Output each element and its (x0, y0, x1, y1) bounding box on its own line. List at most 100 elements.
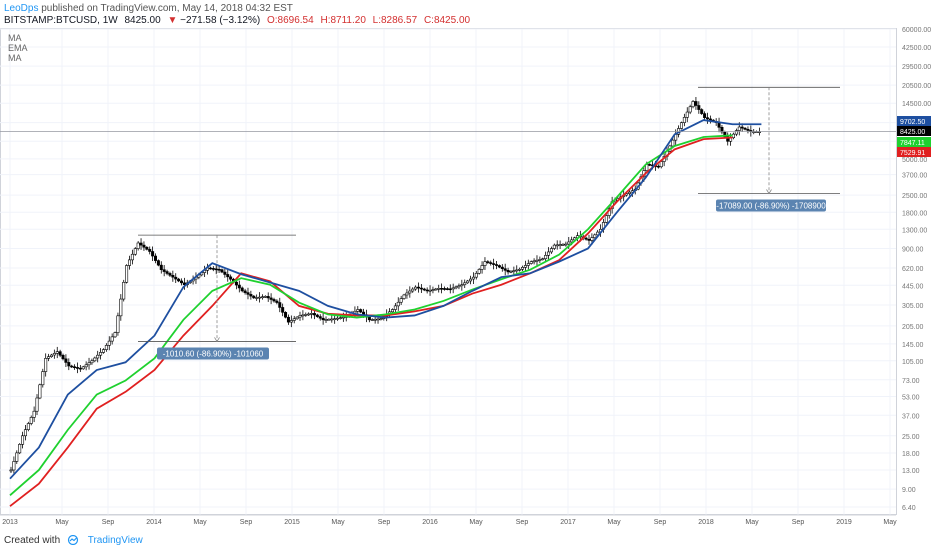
candle-body (679, 122, 683, 129)
time-tick-label: May (469, 519, 483, 526)
time-axis[interactable]: 2013 May Sep 2014 May Sep 2015 May Sep 2016 May Sep… (0, 514, 897, 526)
candle-body (159, 264, 163, 270)
candle-body (356, 309, 360, 312)
candle-body (503, 268, 507, 271)
candle-body (552, 244, 556, 249)
candle-body (49, 354, 53, 357)
tradingview-link[interactable]: TradingView (87, 535, 143, 546)
price-tick-label: 14500.00 (902, 101, 931, 108)
candle-body (148, 249, 152, 252)
indicator-ma-2[interactable]: MA (8, 53, 22, 63)
candle-body (266, 296, 270, 299)
candle-body (731, 133, 735, 139)
candle-body (73, 366, 77, 369)
candle-body (460, 284, 464, 287)
close-value: C:8425.00 (423, 15, 471, 26)
candle-body (165, 271, 169, 274)
price-tick-label: 205.00 (902, 324, 924, 331)
candle-body (463, 282, 467, 286)
candle-body (32, 410, 36, 418)
candle-body (327, 318, 331, 321)
annotation-arrow-icon (214, 337, 220, 343)
candle-body (457, 285, 461, 288)
candle-body (177, 278, 181, 282)
candle-body (312, 313, 316, 316)
price-label-text: 9702.50 (900, 119, 925, 126)
candle-body (705, 117, 709, 120)
candle-body (93, 357, 97, 362)
candle-body (174, 276, 178, 280)
time-tick-label: Sep (378, 519, 391, 526)
candle-body (477, 269, 481, 274)
time-tick-label: May (745, 519, 759, 526)
candle-body (405, 292, 409, 296)
price-tick-label: 29500.00 (902, 64, 931, 71)
candle-body (694, 101, 698, 106)
candle-body (390, 309, 394, 313)
candle-body (448, 288, 452, 291)
candle-body (284, 312, 288, 318)
candle-body (226, 274, 230, 278)
candle-body (55, 351, 59, 354)
candle-body (304, 314, 308, 316)
candle-body (243, 290, 247, 293)
candle-body (419, 287, 423, 290)
candle-body (145, 246, 149, 250)
price-tick-label: 37.00 (902, 413, 920, 420)
candle-body (260, 296, 264, 299)
candle-body (154, 255, 158, 261)
candle-body (101, 349, 105, 353)
price-tick-label: 305.00 (902, 303, 924, 310)
candle-body (113, 332, 117, 338)
candle-body (229, 276, 233, 280)
candle-body (70, 365, 74, 368)
candle-body (509, 270, 513, 273)
candle-body (255, 297, 259, 299)
symbol-label[interactable]: BITSTAMP:BTCUSD, 1W (4, 15, 118, 26)
indicator-ema[interactable]: EMA (8, 43, 28, 53)
candle-body (136, 242, 140, 249)
candle-body (67, 362, 71, 367)
candle-body (671, 139, 675, 147)
time-tick-label: Sep (792, 519, 805, 526)
candle-body (286, 316, 290, 323)
candle-body (18, 444, 22, 454)
candle-body (237, 284, 241, 289)
symbol-line: BITSTAMP:BTCUSD, 1W 8425.00 ▼ −271.58 (−… (4, 15, 470, 26)
time-tick-label: 2018 (698, 519, 714, 526)
price-tick-label: 6.40 (902, 505, 916, 512)
candle-body (526, 263, 530, 266)
candle-body (122, 281, 126, 300)
price-tick-label: 900.00 (902, 246, 924, 253)
indicator-ma-1[interactable]: MA (8, 33, 22, 43)
candle-body (500, 266, 504, 270)
time-tick-label: May (883, 519, 897, 526)
candle-body (133, 248, 137, 255)
candle-body (61, 354, 65, 360)
candle-body (532, 260, 536, 263)
candle-body (474, 272, 478, 278)
candle-body (538, 259, 542, 261)
tradingview-logo-icon (67, 535, 79, 546)
price-change: −271.58 (−3.12%) (180, 15, 261, 26)
candle-body (604, 215, 608, 223)
author-link[interactable]: LeoDps (4, 3, 39, 14)
candle-body (81, 366, 85, 370)
price-tick-label: 5000.00 (902, 157, 927, 164)
candle-body (182, 282, 186, 286)
candle-body (697, 105, 701, 110)
price-tick-label: 1800.00 (902, 210, 927, 217)
candle-body (486, 261, 490, 263)
created-with-label: Created with (4, 535, 61, 546)
candle-body (125, 265, 129, 283)
time-tick-label: Sep (102, 519, 115, 526)
candle-body (454, 286, 458, 289)
candle-body (58, 351, 62, 356)
candle-body (272, 299, 276, 302)
candle-body (168, 273, 172, 276)
candle-body (269, 297, 273, 300)
candle-body (35, 397, 39, 412)
candle-body (318, 316, 322, 319)
price-axis[interactable]: 60000.00 42500.00 29500.00 20500.00 14500.00… (897, 27, 931, 512)
